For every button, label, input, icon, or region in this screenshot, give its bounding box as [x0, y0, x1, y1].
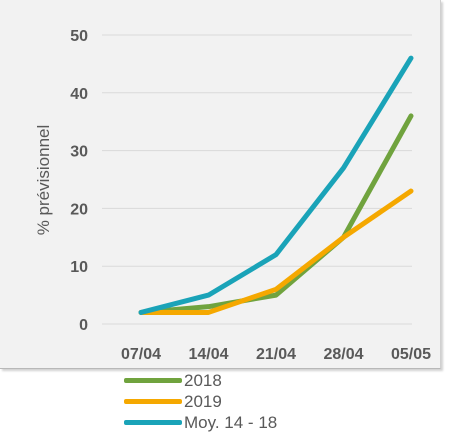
- series-line-0: [138, 113, 414, 315]
- x-axis-tick-labels: 07/04 14/04 21/04 28/04 05/05: [121, 346, 431, 363]
- legend-item: 2019: [124, 391, 277, 412]
- chart-panel: 0 10 20 30 40 50 07/04 14/04 21/04 28/04 05/05 % …: [0, 0, 441, 369]
- legend: 2018 2019 Moy. 14 - 18: [124, 370, 277, 433]
- y-tick-label: 30: [70, 144, 88, 161]
- y-tick-label: 10: [70, 259, 88, 276]
- gridlines: [102, 34, 412, 325]
- legend-item: 2018: [124, 370, 277, 391]
- series-lines: [138, 55, 414, 315]
- x-tick-label: 21/04: [256, 346, 296, 363]
- y-axis-title: % prévisionnel: [34, 125, 53, 236]
- legend-swatch: [124, 378, 182, 383]
- y-axis-tick-labels: 0 10 20 30 40 50: [70, 28, 88, 334]
- x-tick-label: 07/04: [121, 346, 161, 363]
- series-line-2: [138, 55, 414, 315]
- legend-label: 2018: [184, 371, 222, 390]
- y-tick-label: 0: [79, 317, 88, 334]
- y-tick-label: 20: [70, 201, 88, 218]
- legend-item: Moy. 14 - 18: [124, 412, 277, 433]
- legend-label: Moy. 14 - 18: [184, 413, 278, 432]
- y-tick-label: 50: [70, 28, 88, 45]
- x-tick-label: 05/05: [391, 346, 431, 363]
- legend-label: 2019: [184, 392, 222, 411]
- line-chart: 0 10 20 30 40 50 07/04 14/04 21/04 28/04 05/05 % …: [34, 28, 431, 363]
- legend-swatch: [124, 420, 182, 425]
- series-line-1: [138, 188, 414, 315]
- x-tick-label: 14/04: [188, 346, 228, 363]
- x-tick-label: 28/04: [323, 346, 363, 363]
- y-tick-label: 40: [70, 86, 88, 103]
- legend-swatch: [124, 399, 182, 404]
